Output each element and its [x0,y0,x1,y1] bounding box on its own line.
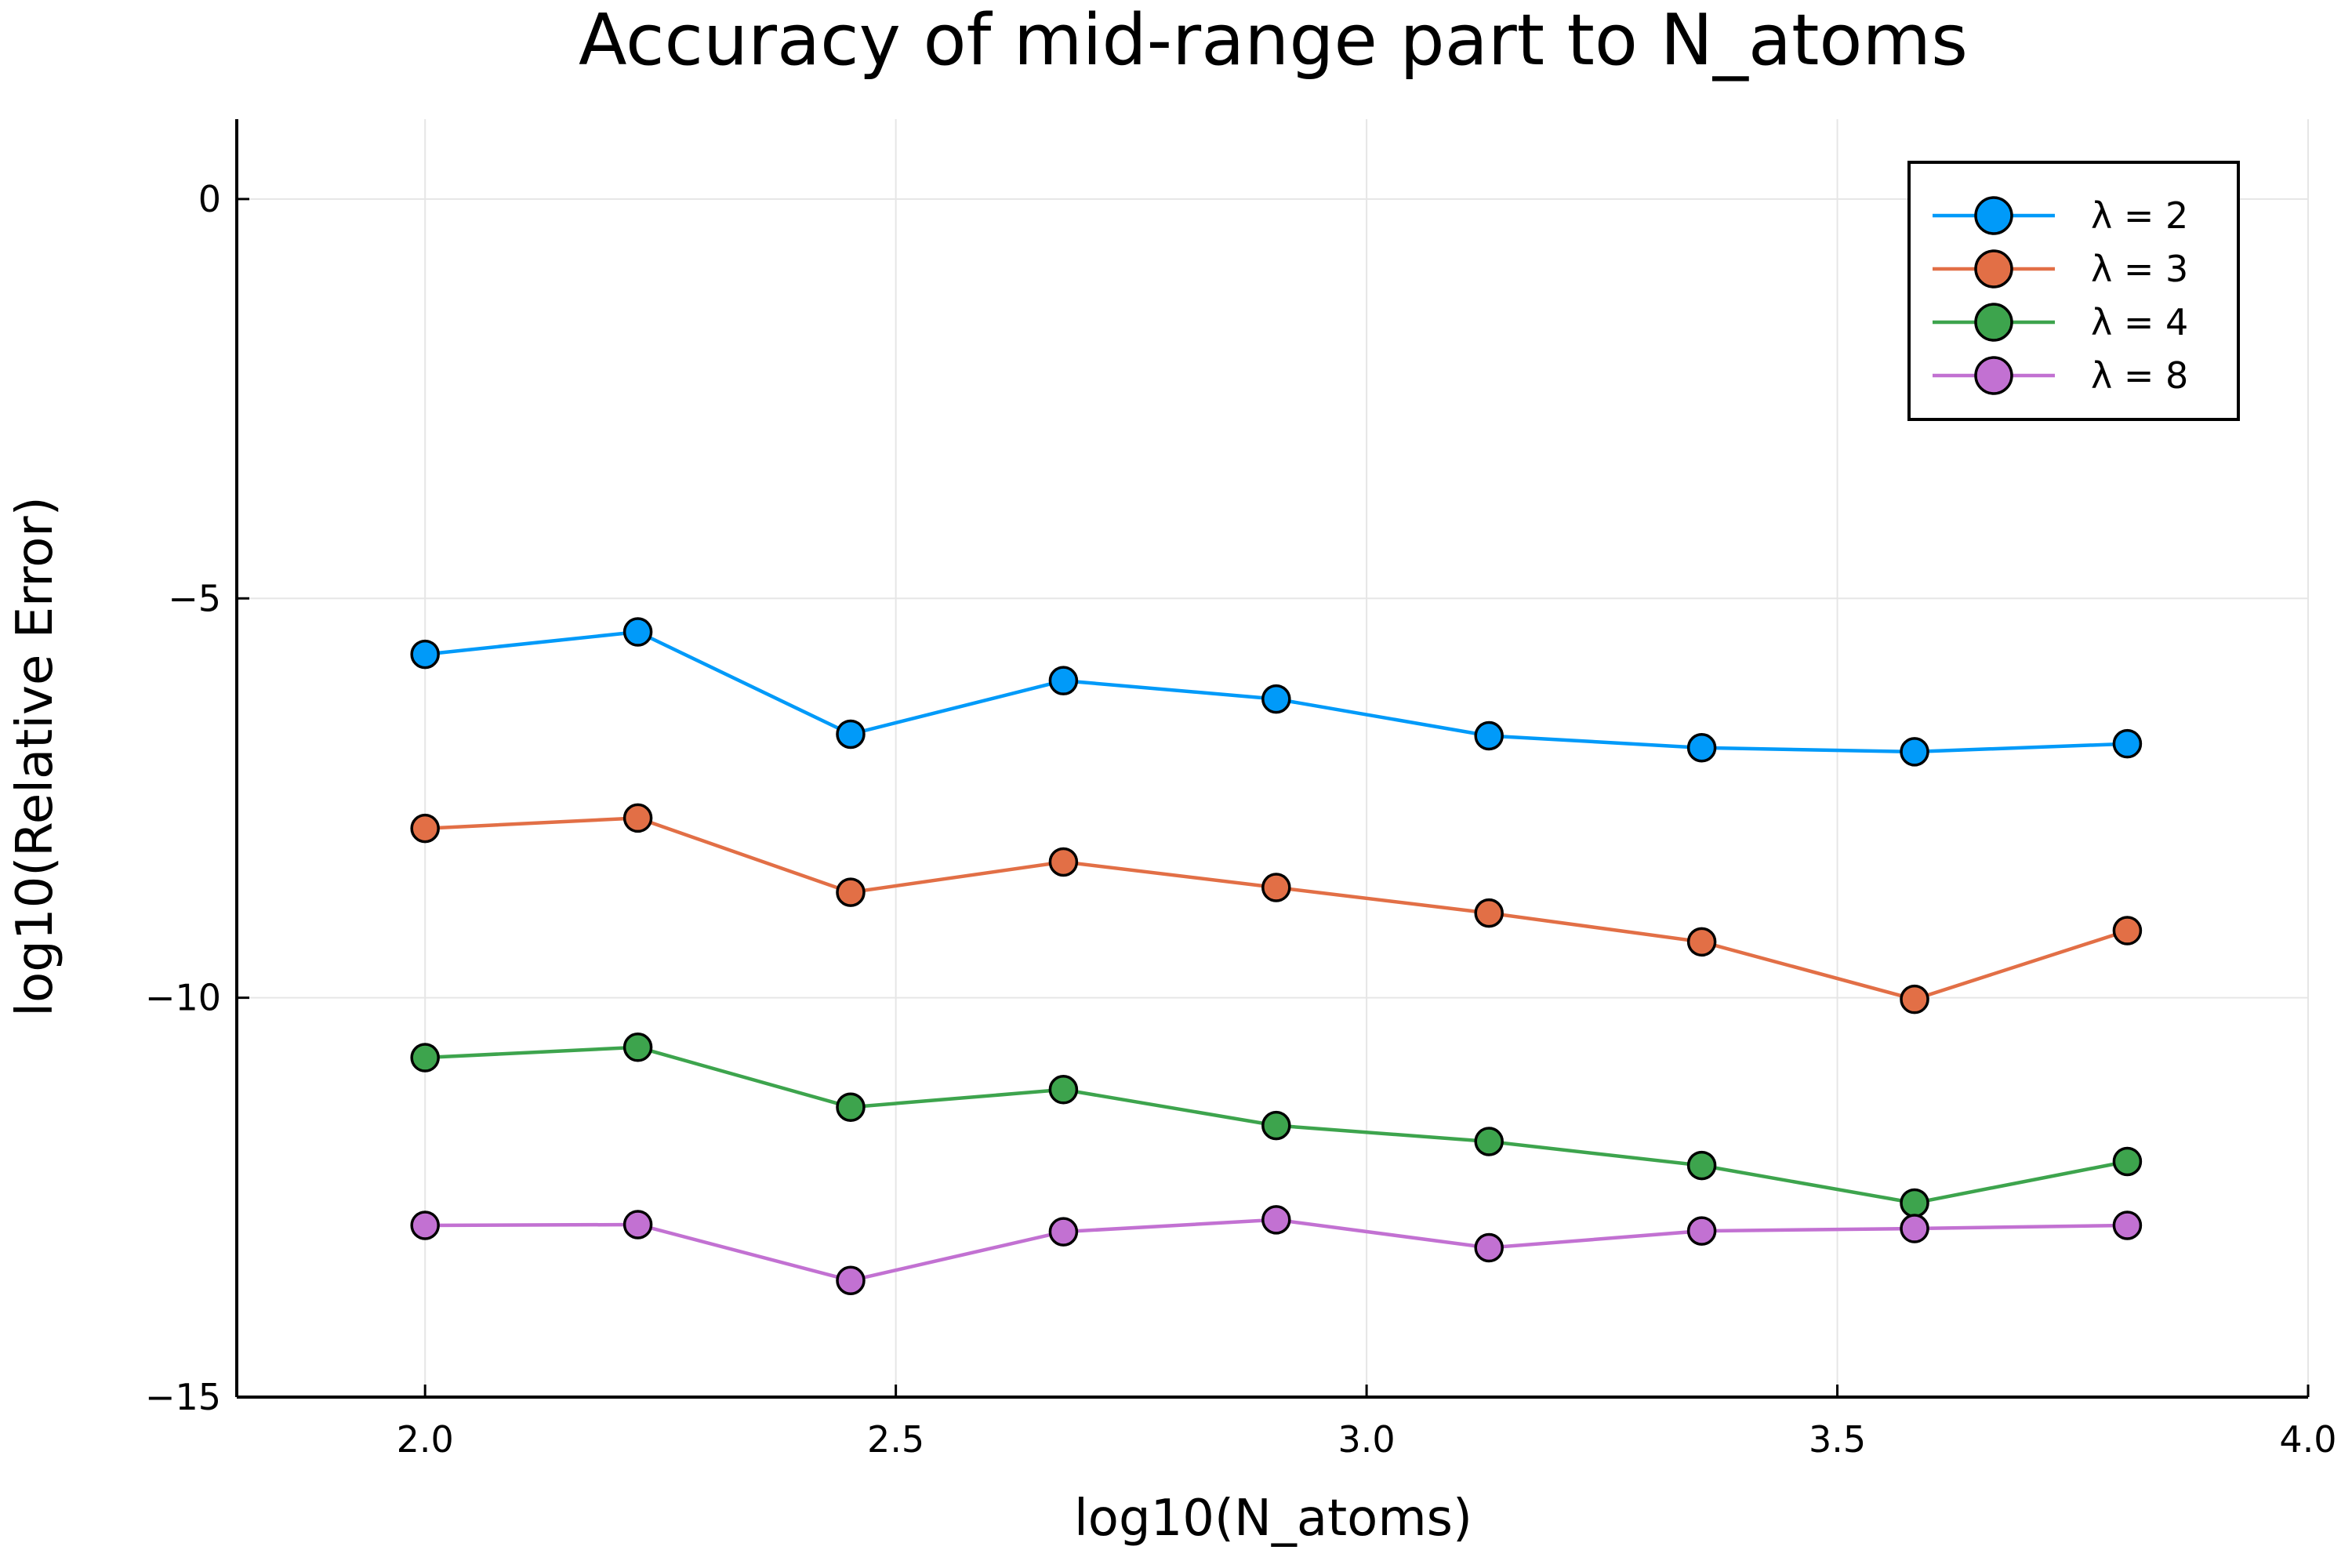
data-point [1686,927,1717,957]
data-point [1900,984,1929,1014]
data-point [622,1033,653,1062]
data-point [1686,1216,1717,1246]
data-point [410,1043,440,1073]
legend-label: λ = 3 [2091,248,2188,290]
legend-marker [1974,249,2013,289]
x-axis-label: log10(N_atoms) [1074,1490,1472,1548]
data-point [1900,1188,1929,1218]
data-point [1261,873,1291,902]
data-point [1048,1217,1079,1247]
data-point [410,639,440,670]
series-2 [410,803,2143,1014]
x-tick-label: 2.5 [867,1418,924,1461]
data-point [1261,1110,1291,1141]
x-tick-label: 3.0 [1338,1418,1396,1461]
data-point [1686,1150,1717,1181]
data-point [1686,733,1717,763]
legend: λ = 2 λ = 3 λ = 4 λ = 8 [1907,161,2240,421]
legend-marker [1974,196,2013,235]
x-tick-label: 3.5 [1809,1418,1866,1461]
x-tick-label: 4.0 [2279,1418,2336,1461]
y-tick-label: 0 [198,178,221,220]
legend-item: λ = 2 [1933,194,2188,237]
legend-label: λ = 2 [2091,194,2188,237]
legend-box [1907,161,2240,421]
data-point [836,1092,866,1122]
data-point [1900,737,1929,767]
legend-item: λ = 8 [1933,354,2188,397]
data-point [622,1210,653,1240]
data-point [1048,1075,1079,1105]
data-point [1900,1214,1929,1243]
data-point [410,1210,440,1240]
data-point [622,617,653,647]
data-point [1048,666,1079,695]
legend-item: λ = 4 [1933,301,2188,343]
legend-marker [1974,356,2013,395]
legend-label: λ = 4 [2091,301,2188,343]
data-point [2112,728,2143,759]
y-tick-label: −5 [168,577,221,619]
legend-marker [1974,303,2013,342]
data-point [2112,1210,2143,1240]
data-point [1474,720,1504,751]
legend-label: λ = 8 [2091,354,2188,397]
data-point [836,877,866,907]
data-point [2112,916,2143,946]
data-point [2112,1146,2143,1177]
data-point [1474,1232,1504,1263]
legend-item: λ = 3 [1933,248,2188,290]
series [410,617,2143,1296]
data-point [1261,684,1291,714]
series-3 [410,1033,2143,1218]
data-point [1261,1205,1291,1235]
series-4 [410,1205,2143,1296]
y-tick-label: −15 [145,1376,221,1418]
y-axis-label: log10(Relative Error) [6,496,64,1016]
data-point [1474,898,1504,928]
data-point [622,803,653,833]
x-tick-label: 2.0 [397,1418,454,1461]
y-tick-label: −10 [145,977,221,1019]
data-point [410,813,440,844]
series-1 [410,617,2143,767]
data-point [1474,1127,1504,1156]
axes: 2.0 2.5 3.0 3.5 4.0 0 −5 −10 −15 [145,119,2337,1461]
data-point [836,1265,866,1296]
chart-title: Accuracy of mid-range part to N_atoms [579,0,1968,82]
data-point [836,719,866,750]
data-point [1048,847,1079,877]
